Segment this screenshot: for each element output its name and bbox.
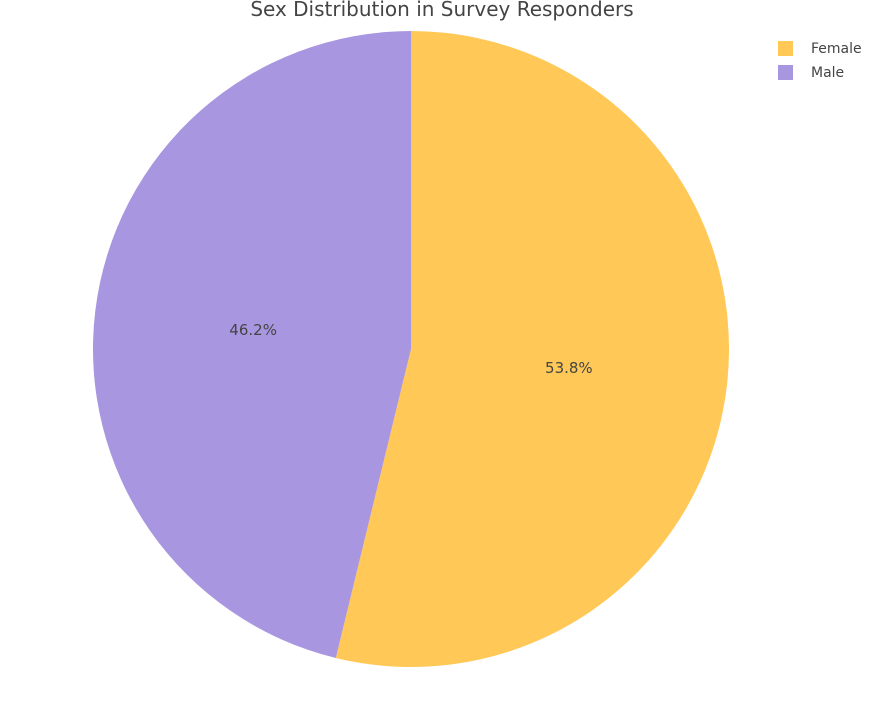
legend-label-male: Male [811,65,844,81]
slice-label-female: 53.8% [545,359,593,377]
legend-swatch-male [778,65,793,80]
slice-label-male: 46.2% [229,321,277,339]
pie-slice-male[interactable] [93,31,412,658]
legend-item-female[interactable]: Female [778,41,862,57]
pie-slices [93,31,730,668]
chart-title: Sex Distribution in Survey Responders [250,0,633,21]
pie-slice-labels: 53.8% 46.2% [229,321,592,377]
legend-label-female: Female [811,41,862,57]
legend-swatch-female [778,41,793,56]
legend-item-male[interactable]: Male [778,65,844,81]
legend: Female Male [778,41,862,81]
pie-slice-female[interactable] [335,31,730,668]
